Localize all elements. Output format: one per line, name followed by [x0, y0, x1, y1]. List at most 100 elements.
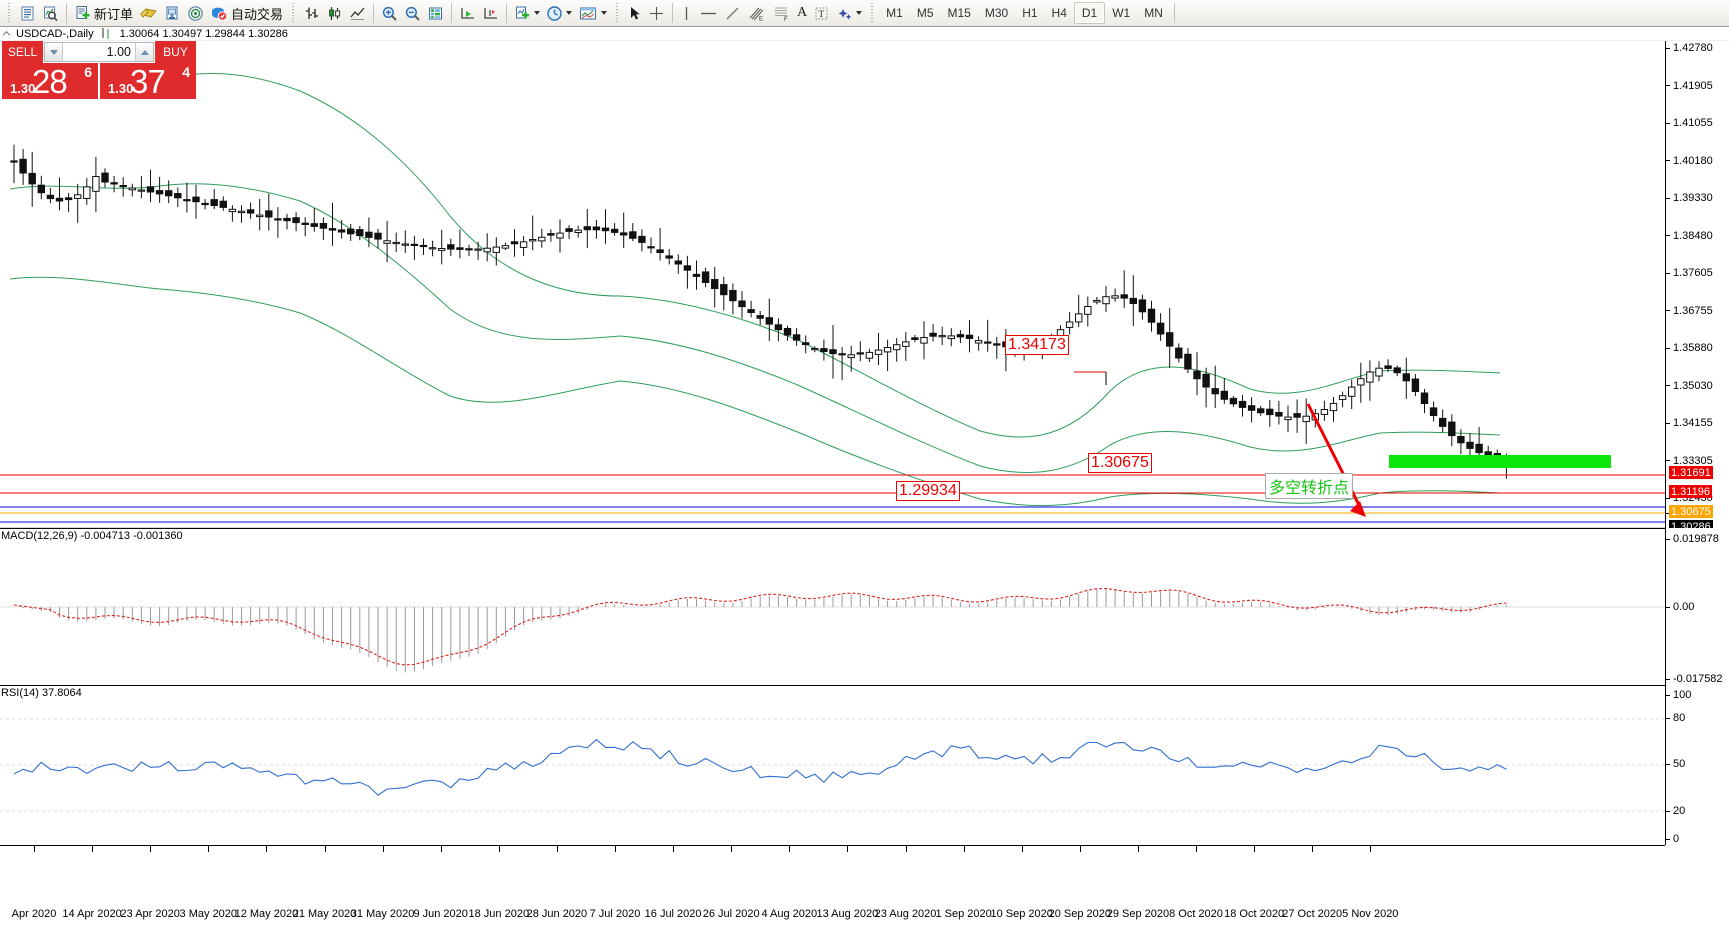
time-gridline [905, 846, 907, 852]
shapes-icon[interactable] [833, 1, 865, 25]
volume-increase-button[interactable] [135, 43, 153, 61]
sell-button[interactable]: SELL [2, 41, 43, 63]
time-axis[interactable]: Apr 2020 14 Apr 2020 23 Apr 2020 3 May 2020… [0, 845, 1665, 947]
rsi-chart-svg [0, 718, 1665, 812]
time-tick: 14 Apr 2020 [62, 908, 122, 920]
turning-point-label[interactable]: 多空转折点 [1265, 473, 1354, 499]
price-level-label-130675[interactable]: 1.30675 [1669, 505, 1713, 518]
sell-price[interactable]: 1.30 28 6 [2, 63, 98, 100]
price-tick: 1.41055 [1666, 117, 1729, 129]
toolbar-separator [66, 3, 67, 23]
crosshair-icon[interactable] [645, 1, 668, 25]
tab-timeframe-m5[interactable]: M5 [916, 6, 934, 20]
tab-timeframe-mn[interactable]: MN [1144, 6, 1163, 20]
text-label-icon[interactable]: T [810, 1, 833, 25]
buy-price-figure: 1.30 [108, 81, 134, 96]
price-axis[interactable]: 1.42780 1.41905 1.41055 1.40180 1.39330 1.384… [1665, 41, 1729, 570]
time-gridline [498, 846, 500, 852]
trade-panel[interactable]: SELL 1.00 BUY 1.30 28 6 1.30 37 4 [2, 41, 196, 100]
time-tick: 13 Aug 2020 [816, 908, 879, 920]
chart-grid-icon[interactable] [424, 1, 447, 25]
main-chart-pane[interactable]: 1.34173 1.30675 1.29934 多空转折点 [0, 41, 1665, 528]
macd-axis[interactable]: 0.019878 0.00 -0.017582 [1665, 528, 1729, 685]
text-icon[interactable]: A [794, 1, 810, 25]
zoom-in-icon[interactable] [378, 1, 401, 25]
time-tick: 21 May 2020 [292, 908, 357, 920]
volume-decrease-button[interactable] [45, 43, 63, 61]
rsi-tick: 80 [1666, 712, 1729, 724]
time-tick: 23 Aug 2020 [874, 908, 937, 920]
symbol-marker-icon [3, 31, 10, 36]
volume-stepper[interactable]: 1.00 [44, 42, 154, 62]
signals-icon[interactable] [184, 1, 207, 25]
macd-pane[interactable]: MACD(12,26,9) -0.004713 -0.001360 [0, 528, 1665, 685]
macd-chart-svg [0, 588, 1665, 673]
toolbar-grip-4[interactable] [869, 3, 876, 23]
data-window-icon[interactable] [39, 1, 62, 25]
market-watch-icon[interactable] [16, 1, 39, 25]
time-tick: 27 Oct 2020 [1282, 908, 1343, 920]
buy-button[interactable]: BUY [155, 41, 196, 63]
macd-tick: -0.017582 [1666, 673, 1729, 685]
new-order-button[interactable]: 新订单 [71, 1, 136, 25]
price-tick: 1.35030 [1666, 380, 1729, 392]
auto-trading-button[interactable]: 自动交易 [207, 1, 286, 25]
rsi-tick: 0 [1666, 833, 1729, 845]
price-annotation-134173[interactable]: 1.34173 [1005, 335, 1069, 355]
templates-icon[interactable] [575, 1, 610, 25]
tab-timeframe-m30[interactable]: M30 [984, 6, 1009, 20]
bar-chart-icon[interactable] [300, 1, 323, 25]
rsi-axis[interactable]: 100 80 50 20 0 [1665, 685, 1729, 845]
price-tick: 1.37605 [1666, 267, 1729, 279]
time-gridline [208, 846, 210, 852]
price-tick: 1.40180 [1666, 155, 1729, 167]
candlestick-chart-icon[interactable] [323, 1, 346, 25]
time-gridline [440, 846, 442, 852]
indicators-icon[interactable] [511, 1, 543, 25]
expert-advisor-icon[interactable] [136, 1, 161, 25]
toolbar-grip-2[interactable] [290, 3, 297, 23]
fibonacci-icon[interactable]: F [769, 1, 794, 25]
cursor-icon[interactable] [624, 1, 645, 25]
rsi-tick: 50 [1666, 758, 1729, 770]
templates-dropdown-caret[interactable] [601, 11, 608, 15]
tab-timeframe-w1[interactable]: W1 [1112, 6, 1131, 20]
tab-timeframe-h1[interactable]: H1 [1022, 6, 1038, 20]
strategy-tester-icon[interactable] [161, 1, 184, 25]
price-level-label-131691[interactable]: 1.31691 [1669, 466, 1713, 479]
buy-price[interactable]: 1.30 37 4 [98, 63, 196, 100]
price-annotation-129934[interactable]: 1.29934 [896, 481, 960, 501]
volume-value[interactable]: 1.00 [106, 45, 131, 59]
sell-price-fraction: 6 [84, 64, 92, 80]
time-gridline [673, 846, 675, 852]
rsi-pane[interactable]: RSI(14) 37.8064 [0, 685, 1665, 845]
shapes-dropdown-caret[interactable] [856, 11, 863, 15]
tab-timeframe-d1[interactable]: D1 [1073, 2, 1106, 24]
time-tick: 1 Sep 2020 [935, 908, 992, 920]
equidistant-channel-icon[interactable]: E [744, 1, 769, 25]
tab-timeframe-h4[interactable]: H4 [1051, 6, 1067, 20]
periods-dropdown-caret[interactable] [566, 11, 573, 15]
auto-scroll-icon[interactable] [479, 1, 502, 25]
indicators-dropdown-caret[interactable] [534, 11, 541, 15]
zoom-out-icon[interactable] [401, 1, 424, 25]
time-tick: 10 Sep 2020 [990, 908, 1053, 920]
tab-timeframe-m1[interactable]: M1 [886, 6, 903, 20]
periods-icon[interactable] [543, 1, 575, 25]
line-chart-icon[interactable] [346, 1, 369, 25]
rsi-label: RSI(14) 37.8064 [1, 687, 82, 699]
price-level-label-131196[interactable]: 1.31196 [1669, 485, 1712, 498]
macd-label: MACD(12,26,9) -0.004713 -0.001360 [1, 530, 183, 542]
time-tick: 26 Jul 2020 [702, 908, 760, 920]
trendline-icon[interactable] [721, 1, 744, 25]
chart-shift-icon[interactable] [456, 1, 479, 25]
toolbar-grip-3[interactable] [614, 3, 621, 23]
toolbar-grip[interactable] [6, 3, 12, 23]
horizontal-line-icon[interactable] [696, 1, 721, 25]
toolbar-separator-end [1173, 3, 1175, 23]
time-tick: 12 May 2020 [234, 908, 299, 920]
support-zone-highlight[interactable] [1389, 455, 1611, 468]
price-annotation-130675[interactable]: 1.30675 [1088, 453, 1152, 473]
vertical-line-icon[interactable] [677, 1, 696, 25]
tab-timeframe-m15[interactable]: M15 [947, 6, 971, 20]
